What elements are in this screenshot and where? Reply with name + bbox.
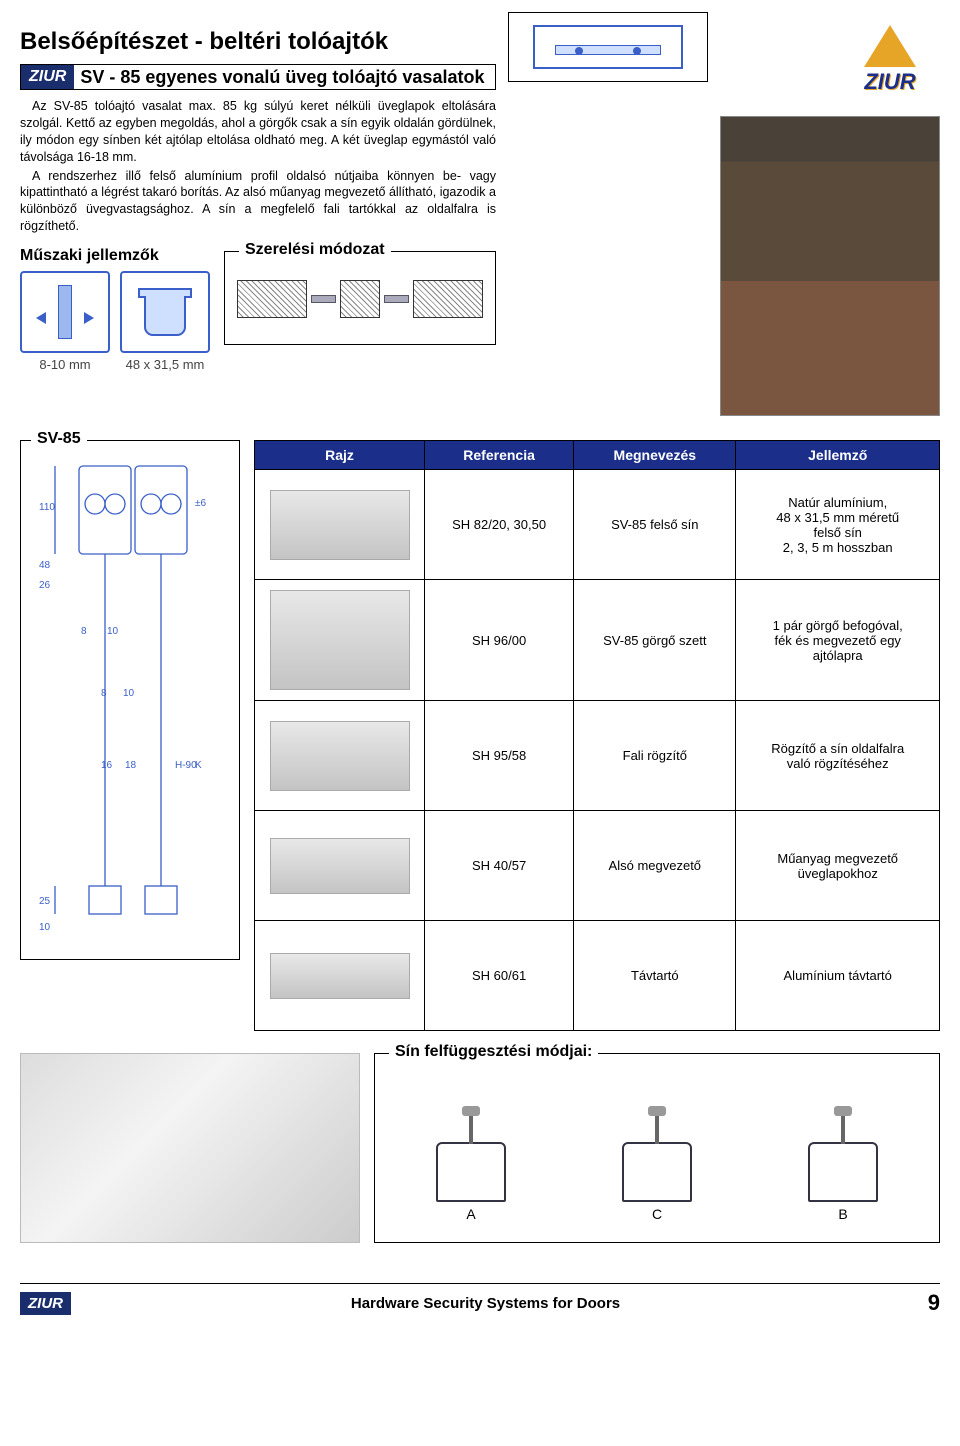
- part-image-cell: [255, 580, 425, 701]
- mount-rail-icon: [808, 1142, 878, 1202]
- svg-text:10: 10: [123, 688, 135, 699]
- table-row: SH 95/58Fali rögzítőRögzítő a sín oldalf…: [255, 701, 940, 811]
- part-image: [270, 490, 410, 560]
- assembly-heading: Szerelési módozat: [239, 241, 391, 259]
- part-image-cell: [255, 701, 425, 811]
- part-name: Fali rögzítő: [574, 701, 736, 811]
- part-ref: SH 60/61: [425, 921, 574, 1031]
- part-ref: SH 40/57: [425, 811, 574, 921]
- sv85-heading: SV-85: [31, 430, 87, 448]
- mount-variant-label: B: [838, 1206, 847, 1222]
- parts-table: Rajz Referencia Megnevezés Jellemző SH 8…: [254, 440, 940, 1031]
- part-ref: SH 82/20, 30,50: [425, 470, 574, 580]
- table-row: SH 40/57Alsó megvezetőMűanyag megvezetőü…: [255, 811, 940, 921]
- svg-text:16: 16: [101, 760, 113, 771]
- mount-rail-icon: [622, 1142, 692, 1202]
- svg-text:48: 48: [39, 560, 51, 571]
- sv85-technical-drawing: 110 48 26 ±6 8 10 8 10 16 18 H-90 K 25 10: [29, 451, 231, 951]
- footer-brand: ZIUR: [20, 1292, 71, 1315]
- part-name: Távtartó: [574, 921, 736, 1031]
- part-ref: SH 96/00: [425, 580, 574, 701]
- tech-spec-heading: Műszaki jellemzők: [20, 247, 210, 265]
- mount-variant: C: [577, 1082, 737, 1222]
- part-feat: Alumínium távtartó: [736, 921, 940, 1031]
- col-name: Megnevezés: [574, 441, 736, 470]
- part-image-cell: [255, 921, 425, 1031]
- subtitle-text: SV - 85 egyenes vonalú üveg tolóajtó vas…: [74, 67, 484, 88]
- mount-variant-label: A: [466, 1206, 475, 1222]
- brand-badge: ZIUR: [21, 65, 74, 89]
- part-image: [270, 838, 410, 894]
- product-photo: [720, 116, 940, 416]
- mount-variant: A: [391, 1082, 551, 1222]
- col-feat: Jellemző: [736, 441, 940, 470]
- svg-text:18: 18: [125, 760, 137, 771]
- mount-variant: B: [763, 1082, 923, 1222]
- part-feat: Natúr alumínium,48 x 31,5 mm méretűfelső…: [736, 470, 940, 580]
- footer-title: Hardware Security Systems for Doors: [71, 1295, 900, 1312]
- ziur-logo: ZIUR: [840, 10, 940, 110]
- svg-text:10: 10: [39, 922, 51, 933]
- part-image: [270, 721, 410, 791]
- svg-text:H-90: H-90: [175, 760, 197, 771]
- table-row: SH 60/61TávtartóAlumínium távtartó: [255, 921, 940, 1031]
- subtitle-bar: ZIUR SV - 85 egyenes vonalú üveg tolóajt…: [20, 64, 496, 90]
- glass-thickness-icon: [20, 271, 110, 353]
- svg-text:K: K: [195, 760, 202, 771]
- part-ref: SH 95/58: [425, 701, 574, 811]
- col-ref: Referencia: [425, 441, 574, 470]
- part-feat: 1 pár görgő befogóval,fék és megvezető e…: [736, 580, 940, 701]
- mount-rail-icon: [436, 1142, 506, 1202]
- page-title: Belsőépítészet - beltéri tolóajtók: [20, 28, 496, 56]
- svg-text:±6: ±6: [195, 498, 206, 509]
- svg-text:8: 8: [81, 626, 87, 637]
- page-footer: ZIUR Hardware Security Systems for Doors…: [20, 1283, 940, 1316]
- mounting-heading: Sín felfüggesztési módjai:: [389, 1043, 598, 1061]
- top-rail-diagram: [508, 12, 708, 82]
- svg-text:26: 26: [39, 580, 51, 591]
- col-draw: Rajz: [255, 441, 425, 470]
- mount-variant-label: C: [652, 1206, 662, 1222]
- table-row: SH 96/00SV-85 görgő szett1 pár görgő bef…: [255, 580, 940, 701]
- svg-text:10: 10: [107, 626, 119, 637]
- rail-profile-icon: [120, 271, 210, 353]
- part-image: [270, 590, 410, 690]
- footer-page-number: 9: [900, 1290, 940, 1316]
- intro-paragraph-2: A rendszerhez illő felső alumínium profi…: [20, 168, 496, 236]
- part-name: Alsó megvezető: [574, 811, 736, 921]
- svg-text:110: 110: [39, 502, 55, 513]
- glass-thickness-value: 8-10 mm: [20, 357, 110, 372]
- part-image-cell: [255, 811, 425, 921]
- assembly-diagram: [237, 264, 483, 334]
- part-image: [270, 953, 410, 999]
- part-feat: Műanyag megvezetőüveglapokhoz: [736, 811, 940, 921]
- table-row: SH 82/20, 30,50SV-85 felső sínNatúr alum…: [255, 470, 940, 580]
- part-name: SV-85 felső sín: [574, 470, 736, 580]
- part-name: SV-85 görgő szett: [574, 580, 736, 701]
- intro-paragraph-1: Az SV-85 tolóajtó vasalat max. 85 kg súl…: [20, 98, 496, 166]
- svg-text:25: 25: [39, 896, 51, 907]
- rail-dims-value: 48 x 31,5 mm: [120, 357, 210, 372]
- svg-text:8: 8: [101, 688, 107, 699]
- part-feat: Rögzítő a sín oldalfalravaló rögzítéséhe…: [736, 701, 940, 811]
- assembly-3d-render: [20, 1053, 360, 1243]
- part-image-cell: [255, 470, 425, 580]
